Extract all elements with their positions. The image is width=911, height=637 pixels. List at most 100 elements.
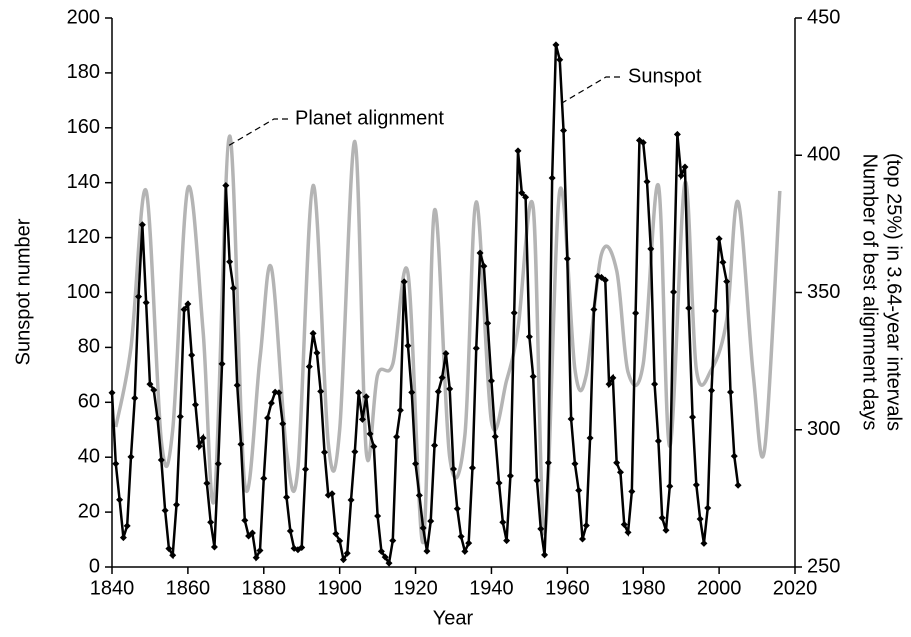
data-point (408, 388, 416, 396)
data-point (207, 518, 215, 526)
data-point (708, 386, 716, 394)
data-point (214, 460, 222, 468)
data-point (552, 41, 560, 49)
data-point (165, 545, 173, 553)
data-point (579, 535, 587, 543)
data-point (647, 245, 655, 253)
data-point (226, 258, 234, 266)
data-point (556, 56, 564, 64)
data-point (529, 372, 537, 380)
x-tick-label: 2020 (773, 577, 818, 599)
data-point (157, 456, 165, 464)
data-point (423, 547, 431, 555)
y2-tick-label: 250 (807, 555, 840, 577)
x-axis-label: Year (433, 607, 474, 629)
data-point (188, 351, 196, 359)
data-point (677, 172, 685, 180)
data-point (715, 235, 723, 243)
y2-axis-label: Number of best alignment days (859, 154, 881, 431)
data-point (142, 299, 150, 307)
y-tick-label: 180 (67, 61, 100, 83)
data-point (131, 394, 139, 402)
data-point (218, 360, 226, 368)
x-tick-label: 1900 (317, 577, 362, 599)
data-point (480, 262, 488, 270)
data-point (495, 479, 503, 487)
data-point (734, 481, 742, 489)
data-point (412, 460, 420, 468)
data-point (601, 276, 609, 284)
data-point (419, 524, 427, 532)
data-point (404, 342, 412, 350)
data-point (248, 529, 256, 537)
data-point (112, 460, 120, 468)
data-point (506, 472, 514, 480)
data-point (123, 522, 131, 530)
data-point (533, 477, 541, 485)
data-point (169, 551, 177, 559)
data-point (150, 386, 158, 394)
annotation: Planet alignment (295, 107, 444, 129)
y-tick-label: 80 (78, 336, 100, 358)
x-tick-label: 1940 (469, 577, 514, 599)
data-point (184, 300, 192, 308)
data-point (643, 178, 651, 186)
data-point (487, 377, 495, 385)
data-point (309, 329, 317, 337)
data-point (590, 306, 598, 314)
y2-tick-label: 350 (807, 281, 840, 303)
y2-tick-label: 400 (807, 144, 840, 166)
data-point (233, 381, 241, 389)
data-point (510, 309, 518, 317)
data-point (544, 459, 552, 467)
data-point (173, 501, 181, 509)
annotation-leader (561, 76, 620, 104)
data-point (465, 539, 473, 547)
data-point (651, 380, 659, 388)
data-point (613, 459, 621, 467)
data-point (571, 460, 579, 468)
data-point (700, 539, 708, 547)
data-point (692, 481, 700, 489)
data-point (191, 401, 199, 409)
x-tick-label: 1860 (166, 577, 211, 599)
annotation-leader (227, 118, 288, 147)
data-point (328, 490, 336, 498)
data-point (518, 189, 526, 197)
data-point (119, 534, 127, 542)
data-point (476, 249, 484, 257)
data-point (431, 441, 439, 449)
data-point (400, 278, 408, 286)
data-point (374, 512, 382, 520)
data-point (499, 518, 507, 526)
x-tick-label: 1980 (621, 577, 666, 599)
data-point (639, 139, 647, 147)
data-point (434, 388, 442, 396)
data-point (628, 488, 636, 496)
data-point (666, 482, 674, 490)
data-point (355, 389, 363, 397)
data-point (252, 554, 260, 562)
data-point (723, 278, 731, 286)
data-point (267, 399, 275, 407)
y2-tick-label: 450 (807, 6, 840, 28)
data-point (503, 537, 511, 545)
data-point (362, 393, 370, 401)
data-point (343, 549, 351, 557)
data-point (260, 474, 268, 482)
data-point (241, 516, 249, 524)
data-point (305, 363, 313, 371)
data-point (283, 493, 291, 501)
data-point (484, 319, 492, 327)
y-tick-label: 20 (78, 500, 100, 522)
data-point (522, 193, 530, 201)
y-tick-label: 0 (89, 555, 100, 577)
series-line (114, 134, 782, 545)
data-point (237, 440, 245, 448)
data-point (302, 465, 310, 473)
data-point (609, 374, 617, 382)
data-point (491, 433, 499, 441)
x-tick-label: 2000 (697, 577, 742, 599)
data-point (199, 434, 207, 442)
